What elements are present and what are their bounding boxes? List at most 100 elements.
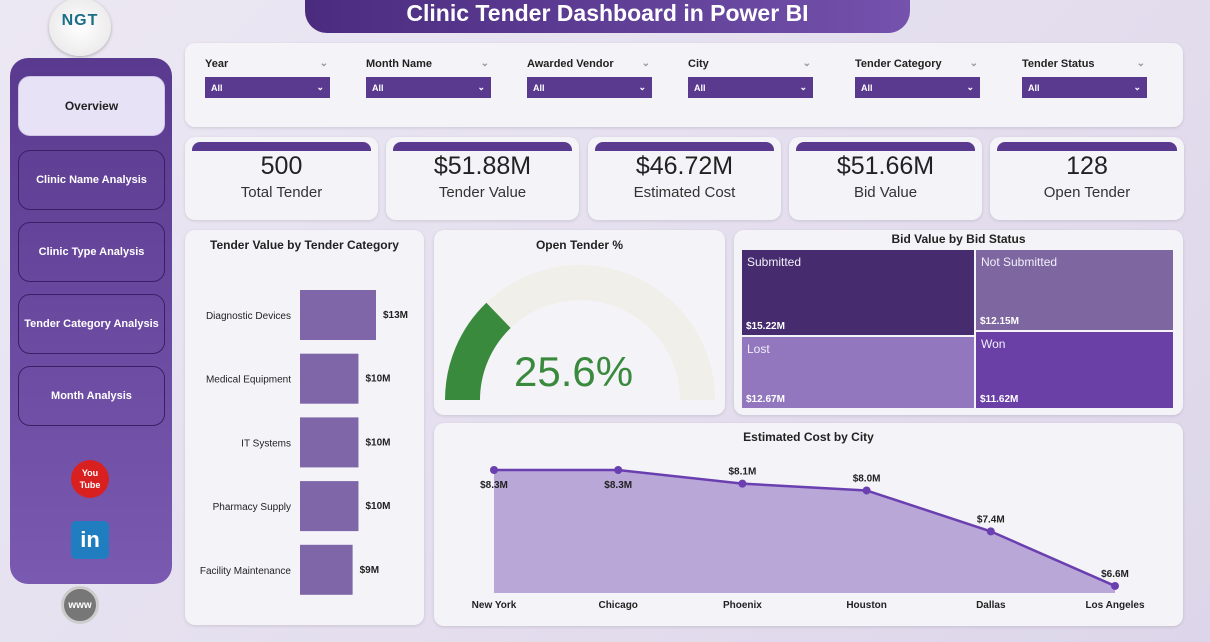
gauge-panel: Open Tender % 25.6% [434, 230, 725, 415]
gauge-fill [445, 302, 511, 400]
x-tick-label: Los Angeles [1085, 600, 1145, 611]
filter-label: Tender Category [855, 58, 942, 70]
chevron-down-icon[interactable]: ⌄ [802, 58, 811, 69]
filter-label: Awarded Vendor [527, 58, 614, 70]
filter-month: Month Name ⌄ All ⌄ [366, 58, 491, 98]
data-label: $10M [365, 501, 390, 512]
chart-title: Bid Value by Bid Status [891, 232, 1026, 246]
filter-tender-status: Tender Status ⌄ All ⌄ [1022, 58, 1147, 98]
gauge-value: 25.6% [514, 348, 634, 395]
category-label: Medical Equipment [206, 375, 291, 386]
dropdown-value: All [694, 82, 706, 93]
dropdown-value: All [211, 82, 223, 93]
tile-value: $12.67M [746, 394, 785, 405]
data-label: $9M [360, 565, 379, 576]
dropdown-value: All [1028, 82, 1040, 93]
x-tick-label: New York [472, 600, 517, 611]
kpi-label: Estimated Cost [633, 184, 736, 201]
year-dropdown[interactable]: All ⌄ [205, 77, 330, 98]
chevron-down-icon[interactable]: ⌄ [641, 58, 650, 69]
data-point [490, 466, 498, 474]
city-dropdown[interactable]: All ⌄ [688, 77, 813, 98]
series-line [494, 468, 1116, 588]
data-label: $10M [365, 374, 390, 385]
dropdown-value: All [372, 82, 384, 93]
treemap-won[interactable]: Won $11.62M [976, 332, 1173, 408]
ngt-logo: NGT [49, 0, 111, 56]
linkedin-icon[interactable]: in [71, 521, 109, 559]
data-point [614, 466, 623, 474]
filter-panel: Year ⌄ All ⌄ Month Name ⌄ All ⌄ Awarded Vendor… [185, 43, 1183, 127]
nav-month-analysis[interactable]: Month Analysis [18, 366, 165, 426]
kpi-value: $51.66M [836, 152, 935, 180]
bar [300, 290, 376, 340]
kpi-tender-value: $51.88M Tender Value [386, 137, 579, 220]
kpi-value: 128 [1066, 152, 1108, 180]
dropdown-value: All [533, 82, 545, 93]
treemap-not-submitted[interactable]: Not Submitted $12.15M [976, 250, 1173, 330]
kpi-label: Total Tender [240, 184, 323, 201]
month-dropdown[interactable]: All ⌄ [366, 77, 491, 98]
chevron-down-icon: ⌄ [799, 82, 807, 92]
bar-chart-panel: Tender Value by Tender Category Diagnost… [185, 230, 424, 625]
tile-label: Lost [747, 342, 770, 356]
tile-label: Submitted [747, 255, 802, 269]
chart-title: Open Tender % [535, 238, 624, 252]
data-point [862, 486, 871, 495]
treemap-lost[interactable]: Lost $12.67M [742, 337, 974, 408]
tile-value: $11.62M [980, 394, 1019, 405]
chevron-down-icon[interactable]: ⌄ [1136, 58, 1145, 69]
website-globe-icon[interactable]: www [61, 586, 99, 624]
filter-vendor: Awarded Vendor ⌄ All ⌄ [527, 58, 652, 98]
kpi-total-tender: 500 Total Tender [185, 137, 378, 220]
chevron-down-icon[interactable]: ⌄ [969, 58, 978, 69]
nav-overview[interactable]: Overview [18, 76, 165, 136]
nav-tender-category-analysis[interactable]: Tender Category Analysis [18, 294, 165, 354]
kpi-label: Tender Value [438, 184, 527, 201]
nav-clinic-name-analysis[interactable]: Clinic Name Analysis [18, 150, 165, 210]
dropdown-value: All [861, 82, 873, 93]
gauge-chart [445, 265, 715, 400]
youtube-icon[interactable]: You Tube [71, 460, 109, 498]
tender-status-dropdown[interactable]: All ⌄ [1022, 77, 1147, 98]
kpi-value: 500 [260, 152, 303, 180]
filter-label: Year [205, 58, 229, 70]
bar [300, 544, 353, 595]
chevron-down-icon: ⌄ [316, 82, 324, 92]
card-strip [796, 142, 975, 151]
tile-label: Won [981, 337, 1006, 351]
dashboard-title: Clinic Tender Dashboard in Power BI [305, 0, 910, 33]
chart-title: Estimated Cost by City [743, 430, 874, 444]
chevron-down-icon: ⌄ [1133, 82, 1141, 92]
filter-tender-category: Tender Category ⌄ All ⌄ [855, 58, 980, 98]
x-tick-label: Houston [846, 600, 887, 611]
card-strip [192, 142, 371, 151]
chevron-down-icon[interactable]: ⌄ [480, 58, 489, 69]
tile-value: $12.15M [980, 316, 1019, 327]
kpi-value: $51.88M [433, 152, 532, 180]
data-point [986, 527, 995, 536]
data-label: $8.3M [604, 480, 632, 491]
data-label: $7.4M [977, 514, 1005, 525]
filter-label: Month Name [366, 58, 432, 70]
filter-label: Tender Status [1022, 58, 1095, 70]
data-label: $10M [365, 437, 390, 448]
category-label: Pharmacy Supply [213, 502, 291, 513]
vendor-dropdown[interactable]: All ⌄ [527, 77, 652, 98]
bar [300, 353, 359, 404]
kpi-label: Open Tender [1043, 184, 1131, 201]
area-fill [494, 470, 1115, 593]
bar [300, 417, 359, 468]
chevron-down-icon: ⌄ [477, 82, 485, 92]
gauge-track [445, 265, 715, 400]
kpi-bid-value: $51.66M Bid Value [789, 137, 982, 220]
category-label: IT Systems [241, 438, 291, 449]
logo-text: NGT [61, 12, 99, 29]
filter-label: City [688, 58, 709, 70]
chevron-down-icon[interactable]: ⌄ [319, 58, 328, 69]
x-tick-label: Phoenix [723, 600, 762, 611]
treemap-submitted[interactable]: Submitted $15.22M [742, 250, 974, 335]
tender-category-dropdown[interactable]: All ⌄ [855, 77, 980, 98]
area-chart: $8.3M New York $8.3M Chicago $8.1M Phoenix $8.… [472, 466, 1145, 611]
nav-clinic-type-analysis[interactable]: Clinic Type Analysis [18, 222, 165, 282]
